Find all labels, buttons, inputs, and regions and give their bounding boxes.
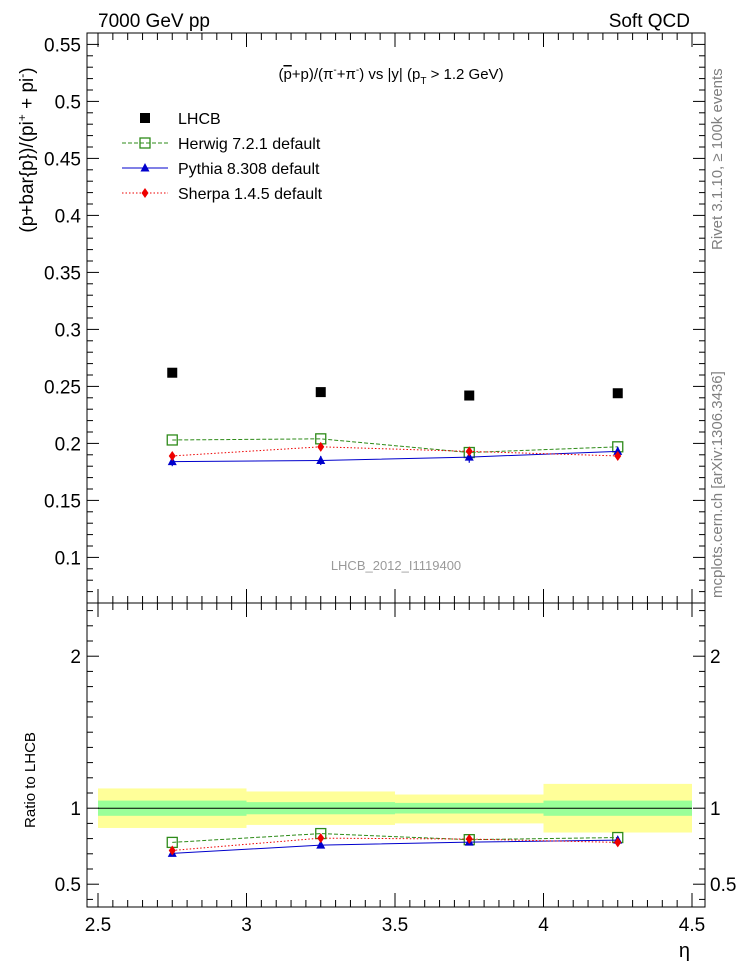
legend-label-data: LHCB — [178, 111, 221, 128]
ratio-line-herwig — [172, 833, 618, 843]
legend-marker-herwig — [139, 137, 151, 149]
data-point-data — [315, 387, 326, 398]
ratio-y-axis-label: Ratio to LHCB — [22, 732, 39, 828]
data-point-data — [612, 388, 623, 399]
data-point-herwig — [166, 434, 178, 446]
ratio-y-tick-label: 0.5 — [55, 875, 81, 896]
data-point-pythia — [316, 455, 326, 464]
y-tick-label: 0.3 — [55, 320, 81, 341]
data-point-data — [167, 367, 178, 378]
ratio-y-tick-label-right: 0.5 — [710, 875, 736, 896]
legend-label-herwig: Herwig 7.2.1 default — [178, 136, 321, 153]
legend-marker-data — [140, 113, 150, 123]
data-point-sherpa — [317, 441, 325, 452]
analysis-watermark: LHCB_2012_I1119400 — [331, 558, 461, 573]
header-energy-label: 7000 GeV pp — [98, 11, 210, 32]
data-point-pythia — [613, 446, 623, 455]
ratio-plot-frame — [86, 602, 706, 908]
y-tick-label: 0.2 — [55, 434, 81, 455]
main-y-axis-label: (p+bar{p})/(pi+ + pi-) — [15, 67, 38, 232]
legend-label-pythia: Pythia 8.308 default — [178, 161, 320, 178]
x-tick-label: 4 — [538, 915, 549, 936]
ratio-point-sherpa — [317, 833, 325, 844]
x-tick-label: 3 — [241, 915, 252, 936]
y-tick-label: 0.15 — [44, 491, 81, 512]
data-point-data — [464, 390, 475, 401]
ratio-y-tick-label: 2 — [70, 647, 81, 668]
legend-label-sherpa: Sherpa 1.4.5 default — [178, 186, 323, 203]
data-point-sherpa — [465, 446, 473, 457]
series-line-pythia — [172, 450, 618, 463]
ratio-point-sherpa — [168, 845, 176, 856]
y-tick-label: 0.1 — [55, 548, 81, 569]
mcplots-label: mcplots.cern.ch [arXiv:1306.3436] — [709, 371, 726, 598]
ratio-y-tick-label-right: 1 — [710, 799, 721, 820]
ratio-point-pythia — [316, 840, 326, 849]
ratio-point-sherpa — [465, 834, 473, 845]
main-plot-title: (p+p)/(π-+π-) vs |y| (pT > 1.2 GeV) — [278, 65, 503, 87]
y-tick-label: 0.35 — [44, 263, 81, 284]
ratio-point-sherpa — [614, 837, 622, 848]
legend-marker-sherpa — [141, 188, 149, 198]
y-tick-label: 0.55 — [44, 35, 81, 56]
y-tick-label: 0.4 — [55, 206, 82, 227]
x-tick-label: 3.5 — [382, 915, 408, 936]
x-tick-label: 2.5 — [85, 915, 111, 936]
header-process-label: Soft QCD — [609, 11, 690, 32]
data-point-sherpa — [614, 450, 622, 461]
legend-marker-pythia — [140, 163, 150, 172]
ratio-line-pythia — [172, 839, 618, 854]
series-line-herwig — [172, 438, 618, 454]
rivet-version-label: Rivet 3.1.10, ≥ 100k events — [709, 68, 726, 250]
y-tick-label: 0.25 — [44, 377, 81, 398]
ratio-line-sherpa — [172, 837, 618, 851]
y-tick-label: 0.5 — [55, 92, 81, 113]
data-point-sherpa — [168, 450, 176, 461]
x-axis-label: η — [679, 940, 690, 962]
y-tick-label: 0.45 — [44, 149, 81, 170]
ratio-y-tick-label-right: 2 — [710, 647, 721, 668]
series-line-sherpa — [172, 446, 618, 457]
ratio-y-tick-label: 1 — [70, 799, 81, 820]
x-tick-label: 4.5 — [679, 915, 705, 936]
